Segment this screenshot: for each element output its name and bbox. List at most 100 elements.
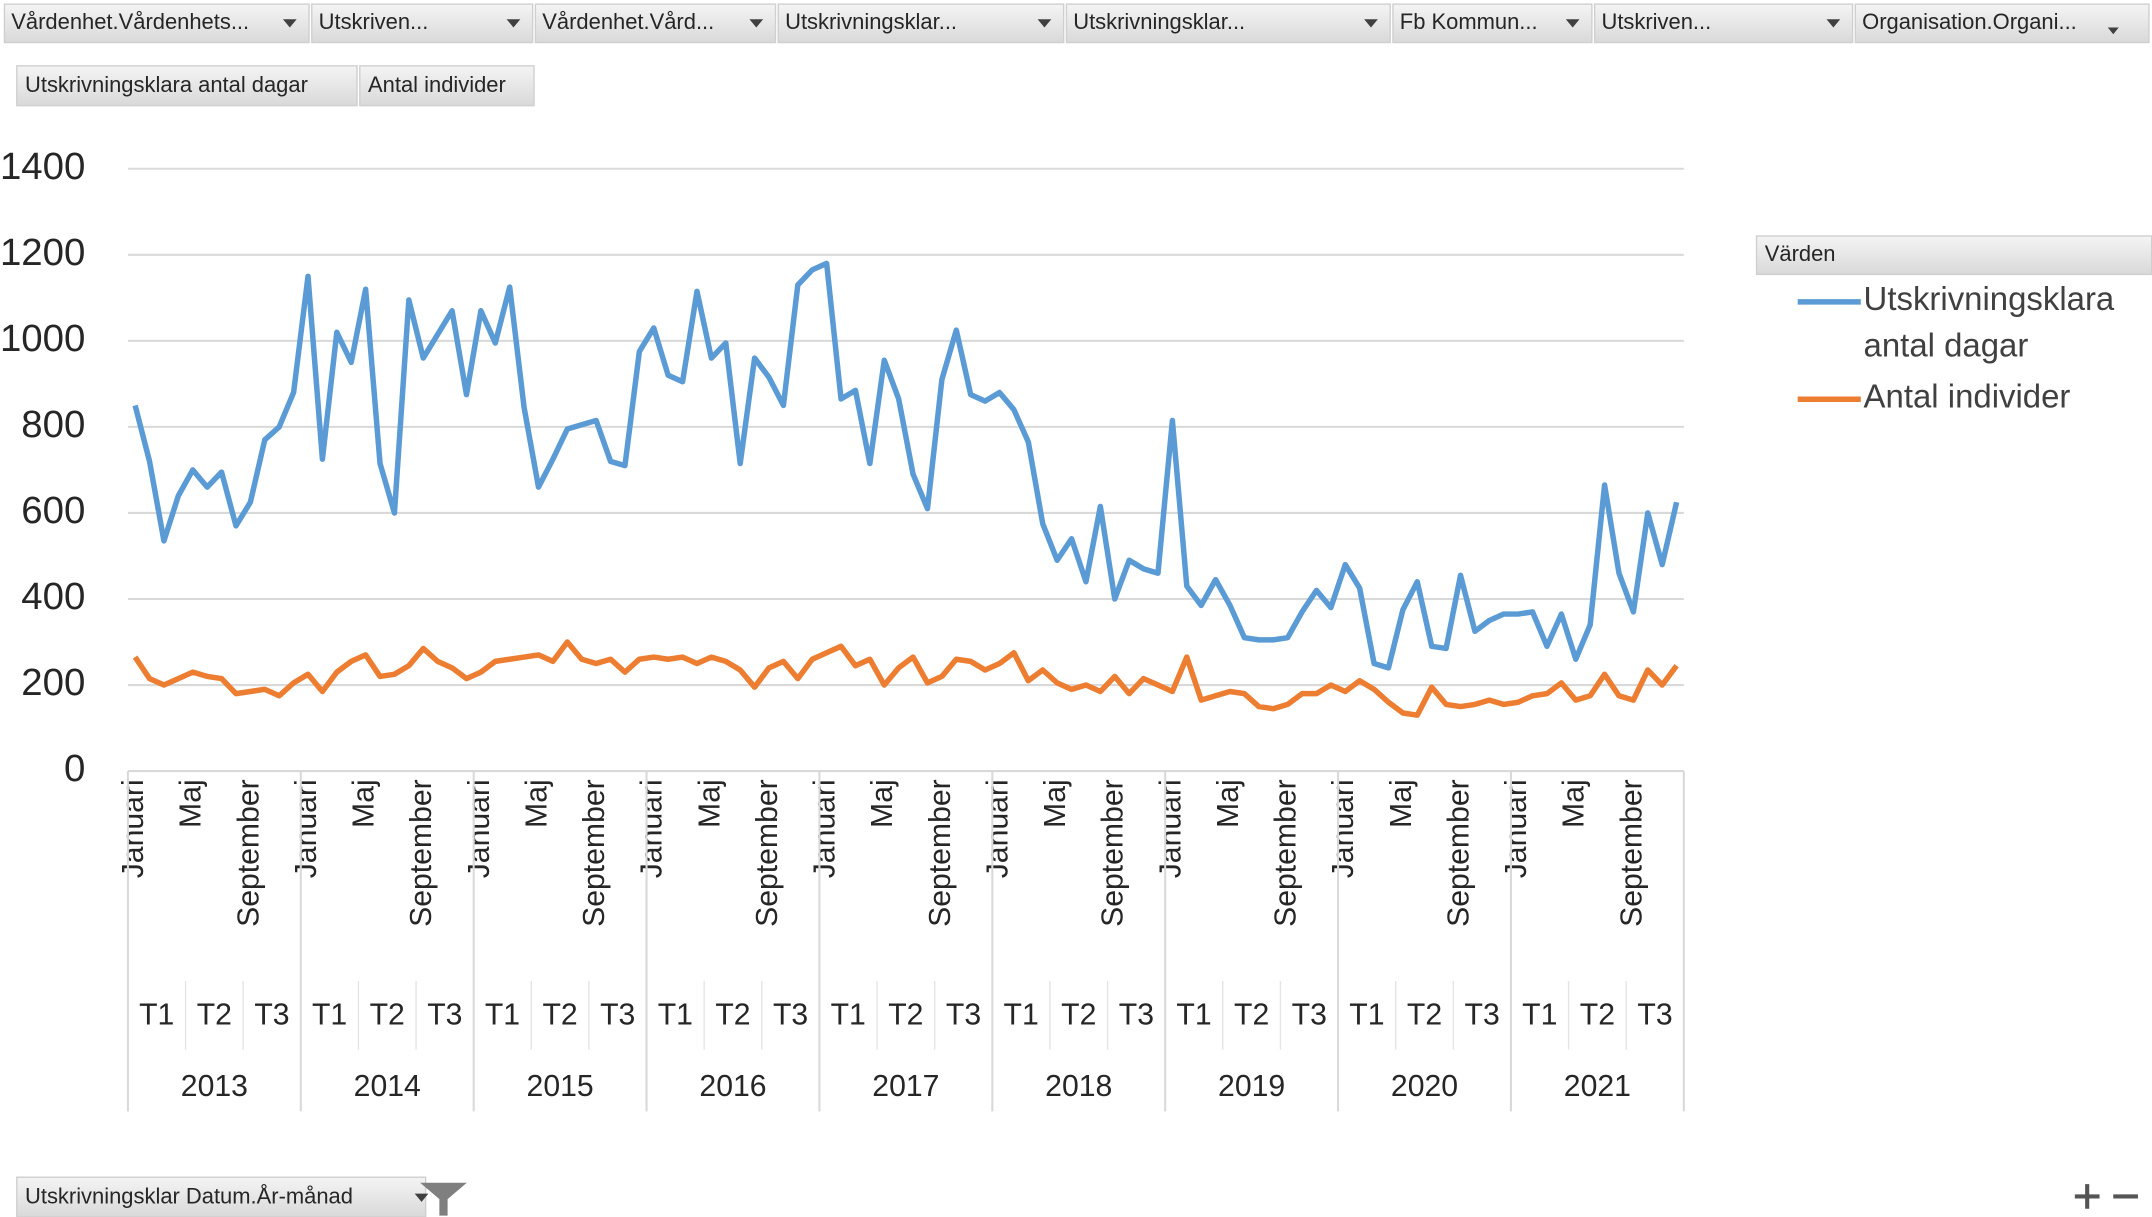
dropdown-arrow xyxy=(1364,19,1378,28)
x-tick-label: September xyxy=(751,779,784,927)
value-field-button[interactable] xyxy=(16,65,358,107)
filter-button[interactable] xyxy=(3,3,310,44)
year-label: 2015 xyxy=(527,1070,594,1103)
y-tick-label: 600 xyxy=(21,489,85,532)
x-tick-label: Maj xyxy=(348,779,381,828)
x-tick-label: Januari xyxy=(463,779,496,878)
x-tick-label: Januari xyxy=(1327,779,1360,878)
legend-entry: Antal individer xyxy=(1864,379,2071,416)
filter-icon[interactable] xyxy=(420,1182,467,1216)
filter-label: Utskrivningsklar... xyxy=(785,9,957,34)
dropdown-arrow xyxy=(1037,19,1052,28)
filter-label: Utskriven... xyxy=(319,9,429,34)
row-field-button[interactable] xyxy=(16,1176,427,1217)
x-tick-label: September xyxy=(1097,779,1130,927)
tertial-label: T2 xyxy=(370,999,405,1032)
tertial-label: T2 xyxy=(1407,999,1442,1032)
x-tick-label: Maj xyxy=(866,779,899,828)
tertial-label: T3 xyxy=(1119,999,1154,1032)
year-label: 2013 xyxy=(181,1070,248,1103)
x-tick-label: September xyxy=(232,779,265,927)
year-label: 2016 xyxy=(699,1070,766,1103)
x-tick-label: Januari xyxy=(1500,779,1533,878)
tertial-label: T1 xyxy=(658,999,693,1032)
y-tick-label: 800 xyxy=(21,403,85,446)
tertial-label: T2 xyxy=(1580,999,1615,1032)
y-tick-label: 200 xyxy=(21,661,85,704)
y-tick-label: 1200 xyxy=(0,231,85,274)
tertial-label: T3 xyxy=(1465,999,1500,1032)
x-tick-label: September xyxy=(405,779,438,927)
filter-button[interactable] xyxy=(1392,3,1593,44)
tertial-label: T1 xyxy=(831,999,866,1032)
x-tick-label: Maj xyxy=(1212,779,1245,828)
filter-label: Vårdenhet.Vård... xyxy=(542,9,714,34)
filter-label: Vårdenhet.Vårdenhets... xyxy=(11,9,249,34)
x-tick-label: Januari xyxy=(290,779,323,878)
year-label: 2017 xyxy=(872,1070,939,1103)
tertial-label: T1 xyxy=(1176,999,1211,1032)
x-tick-label: Maj xyxy=(1039,779,1072,828)
dropdown-arrow xyxy=(2107,27,2119,35)
tertial-label: T3 xyxy=(946,999,981,1032)
y-tick-label: 1000 xyxy=(0,317,85,360)
dropdown-arrow xyxy=(749,19,764,28)
tertial-label: T2 xyxy=(1234,999,1269,1032)
zoom-buttons[interactable] xyxy=(2074,1184,2138,1209)
year-label: 2014 xyxy=(354,1070,421,1103)
tertial-label: T3 xyxy=(427,999,462,1032)
dropdown-arrow xyxy=(506,19,521,28)
tertial-label: T2 xyxy=(197,999,232,1032)
year-label: 2021 xyxy=(1564,1070,1631,1103)
tertial-label: T3 xyxy=(773,999,808,1032)
legend-header xyxy=(1755,235,2152,276)
filter-button[interactable] xyxy=(1854,3,2150,44)
year-label: 2018 xyxy=(1045,1070,1112,1103)
filter-label: Utskriven... xyxy=(1601,9,1711,34)
filter-button[interactable] xyxy=(1593,3,1854,44)
filter-button[interactable] xyxy=(1065,3,1391,44)
tertial-label: T2 xyxy=(888,999,923,1032)
tertial-label: T2 xyxy=(543,999,578,1032)
x-tick-label: September xyxy=(1442,779,1475,927)
tertial-label: T2 xyxy=(1061,999,1096,1032)
series-line xyxy=(132,260,1680,671)
filter-button[interactable] xyxy=(311,3,534,44)
x-tick-label: Maj xyxy=(175,779,208,828)
x-tick-label: Maj xyxy=(1558,779,1591,828)
tertial-label: T1 xyxy=(1004,999,1039,1032)
tertial-label: T3 xyxy=(254,999,289,1032)
dropdown-arrow xyxy=(1565,19,1580,28)
filter-button[interactable] xyxy=(777,3,1065,44)
series-line xyxy=(132,639,1679,718)
x-tick-label: September xyxy=(924,779,957,927)
value-field-label: Utskrivningsklara antal dagar xyxy=(25,72,308,97)
x-tick-label: Maj xyxy=(1385,779,1418,828)
filter-label: Fb Kommun... xyxy=(1400,9,1538,34)
tertial-label: T1 xyxy=(1522,999,1557,1032)
row-field-label: Utskrivningsklar Datum.År-månad xyxy=(25,1184,353,1209)
x-tick-label: Januari xyxy=(981,779,1014,878)
tertial-label: T3 xyxy=(600,999,635,1032)
legend-entry: Utskrivningsklara antal dagar xyxy=(1863,281,2115,365)
value-field-button[interactable] xyxy=(359,65,535,107)
tertial-label: T1 xyxy=(485,999,520,1032)
value-field-label: Antal individer xyxy=(368,72,506,97)
tertial-label: T1 xyxy=(139,999,174,1032)
filter-label: Utskrivningsklar... xyxy=(1073,9,1245,34)
year-label: 2019 xyxy=(1218,1070,1285,1103)
legend-label: Utskrivningsklara antal dagar xyxy=(1863,281,2115,365)
tertial-label: T1 xyxy=(312,999,347,1032)
filter-button[interactable] xyxy=(534,3,777,44)
tertial-label: T3 xyxy=(1292,999,1327,1032)
tertial-label: T1 xyxy=(1349,999,1384,1032)
x-tick-label: September xyxy=(1615,779,1648,927)
dropdown-arrow xyxy=(282,19,297,28)
x-tick-label: Januari xyxy=(1154,779,1187,878)
legend-title: Värden xyxy=(1765,241,1836,266)
dropdown-arrow[interactable] xyxy=(414,1193,429,1202)
y-tick-label: 400 xyxy=(21,575,85,618)
filter-label: Organisation.Organi... xyxy=(1862,9,2077,34)
dropdown-arrow xyxy=(1826,19,1841,28)
